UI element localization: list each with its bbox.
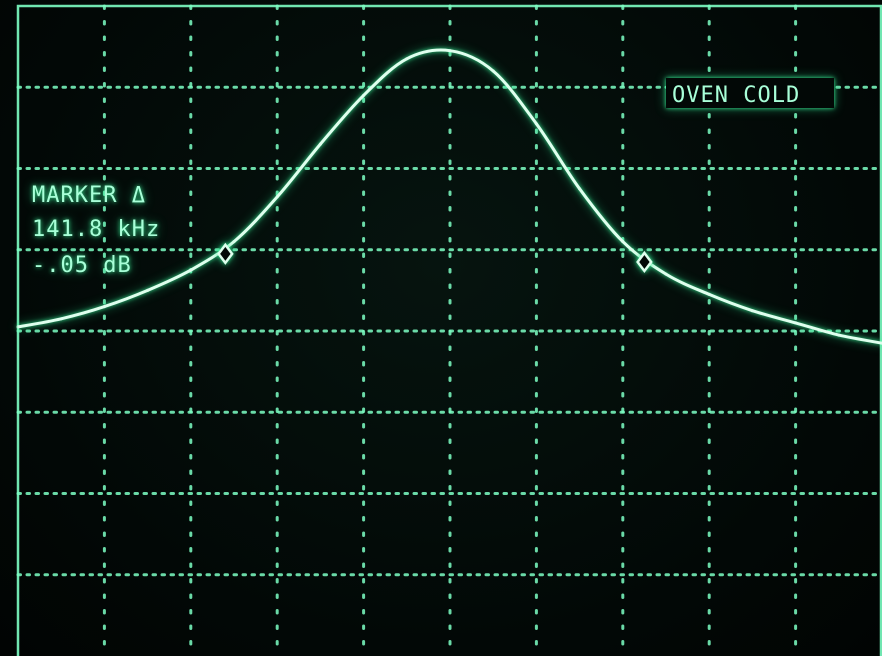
- trace-point: [794, 321, 798, 325]
- trace-point: [102, 305, 106, 309]
- graticule: [16, 4, 882, 656]
- trace-point: [621, 240, 625, 244]
- trace-point: [707, 292, 711, 296]
- trace-point: [362, 93, 366, 97]
- trace-point: [750, 309, 755, 313]
- marker-mode-label: MARKER Δ: [32, 183, 146, 208]
- marker-level-readout: -.05 dB: [32, 253, 132, 278]
- trace-point: [664, 272, 668, 276]
- status-label-backdrop: [666, 78, 834, 108]
- trace-point: [448, 49, 452, 53]
- trace-point: [189, 268, 193, 272]
- trace-point: [837, 333, 841, 337]
- delta-marker-2: [636, 250, 653, 274]
- delta-marker-1: [217, 242, 234, 265]
- trace-point: [16, 325, 20, 329]
- trace-point: [275, 195, 279, 199]
- trace-point: [59, 317, 63, 321]
- trace-point: [534, 122, 539, 126]
- oven-status-label: OVEN COLD: [672, 83, 800, 108]
- trace-point: [578, 187, 582, 191]
- trace-point: [146, 288, 150, 292]
- trace-layer: [16, 48, 882, 345]
- trace-point: [405, 57, 409, 61]
- trace-point: [318, 142, 322, 146]
- marker-frequency-readout: 141.8 kHz: [32, 217, 160, 242]
- trace-point: [232, 240, 236, 244]
- trace-point: [491, 69, 495, 73]
- marker-layer: [217, 242, 653, 274]
